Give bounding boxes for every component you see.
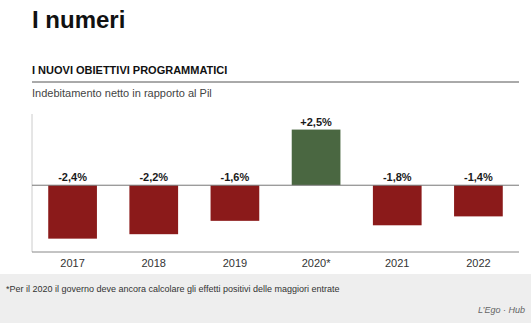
x-tick-label: 2021 xyxy=(385,257,409,269)
chart: I numeri I NUOVI OBIETTIVI PROGRAMMATICI I… xyxy=(0,0,531,323)
zero-line xyxy=(32,185,519,186)
y-axis-label: Indebitamento netto in rapporto al Pil xyxy=(32,87,212,99)
x-axis-line xyxy=(32,252,519,253)
data-label: -2,4% xyxy=(58,171,87,183)
bar xyxy=(211,185,260,221)
x-tick-label: 2019 xyxy=(223,257,247,269)
data-label: -1,8% xyxy=(383,171,412,183)
data-label: -1,6% xyxy=(221,171,250,183)
chart-container: I numeri I NUOVI OBIETTIVI PROGRAMMATICI I… xyxy=(0,0,531,323)
bars xyxy=(48,130,503,239)
bar xyxy=(129,185,178,234)
bar xyxy=(373,185,422,225)
bar xyxy=(292,130,341,186)
bar xyxy=(48,185,97,238)
x-tick-label: 2020* xyxy=(302,257,331,269)
x-tick-label: 2018 xyxy=(142,257,166,269)
x-tick-label: 2017 xyxy=(60,257,84,269)
bar xyxy=(454,185,503,216)
source: L’Ego · Hub xyxy=(478,305,525,315)
x-tick-label: 2022 xyxy=(466,257,490,269)
y-axis-line xyxy=(32,114,33,252)
title: I numeri xyxy=(32,6,125,33)
footnote-strip xyxy=(0,274,531,323)
header-rule xyxy=(32,82,519,83)
subtitle: I NUOVI OBIETTIVI PROGRAMMATICI xyxy=(32,64,227,76)
data-label: -2,2% xyxy=(139,171,168,183)
data-label: +2,5% xyxy=(300,116,332,128)
footnote: *Per il 2020 il governo deve ancora calc… xyxy=(6,284,340,294)
data-label: -1,4% xyxy=(464,171,493,183)
